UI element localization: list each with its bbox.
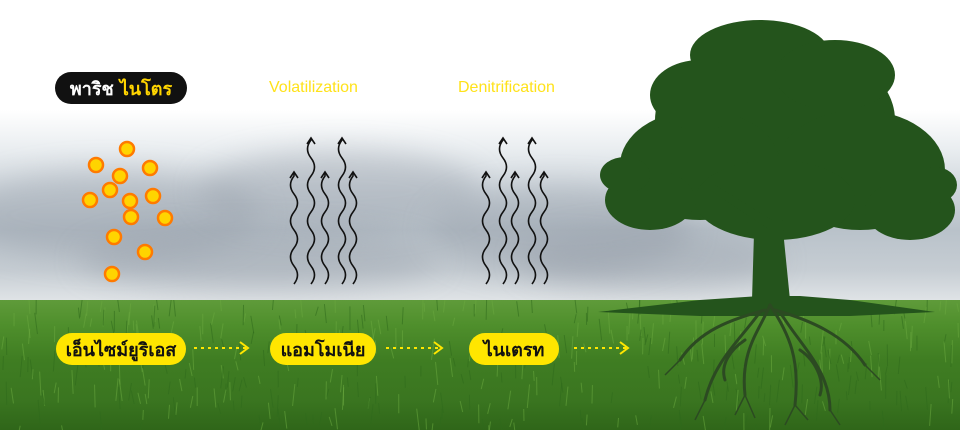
gas-wave <box>320 172 330 285</box>
gas-wave <box>498 138 508 285</box>
gas-arrowhead <box>539 170 549 179</box>
grass-field <box>0 300 960 430</box>
grass-texture <box>1 300 960 430</box>
step-urease: เอ็นไซม์ยูริเอส <box>56 333 186 365</box>
granule-icon <box>118 140 136 158</box>
gas-arrowhead <box>510 170 520 179</box>
denitrification-label: Denitrification <box>458 79 555 96</box>
title-badge: พาริช ไนโตร <box>55 72 187 104</box>
gas-arrowhead <box>481 170 491 179</box>
gas-arrowhead <box>289 170 299 179</box>
gas-wave <box>348 172 358 285</box>
gas-arrowhead <box>348 170 358 179</box>
gas-arrowhead <box>320 170 330 179</box>
granule-icon <box>101 181 119 199</box>
granule-icon <box>87 156 105 174</box>
granule-icon <box>111 167 129 185</box>
granule-icon <box>103 265 121 283</box>
gas-wave <box>337 138 347 285</box>
granule-icon <box>121 192 139 210</box>
gas-wave <box>539 172 549 285</box>
gas-arrowhead <box>527 136 537 145</box>
volatilization-label: Volatilization <box>269 79 358 96</box>
gas-arrowhead <box>337 136 347 145</box>
gas-wave <box>510 172 520 285</box>
granule-icon <box>144 187 162 205</box>
gas-wave <box>306 138 316 285</box>
title-accent: ไนโตร <box>119 78 173 100</box>
title-main: พาริช <box>69 78 114 100</box>
cloud <box>80 230 440 290</box>
granule-icon <box>105 228 123 246</box>
gas-wave <box>289 172 299 285</box>
granule-icon <box>122 208 140 226</box>
step-nitrate: ไนเตรท <box>469 333 559 365</box>
granule-icon <box>136 243 154 261</box>
step-ammonia: แอมโมเนีย <box>270 333 376 365</box>
cloud <box>520 230 780 290</box>
gas-wave <box>481 172 491 285</box>
gas-arrowhead <box>306 136 316 145</box>
granule-icon <box>141 159 159 177</box>
granule-icon <box>81 191 99 209</box>
gas-arrowhead <box>498 136 508 145</box>
gas-wave <box>527 138 537 285</box>
granule-icon <box>156 209 174 227</box>
